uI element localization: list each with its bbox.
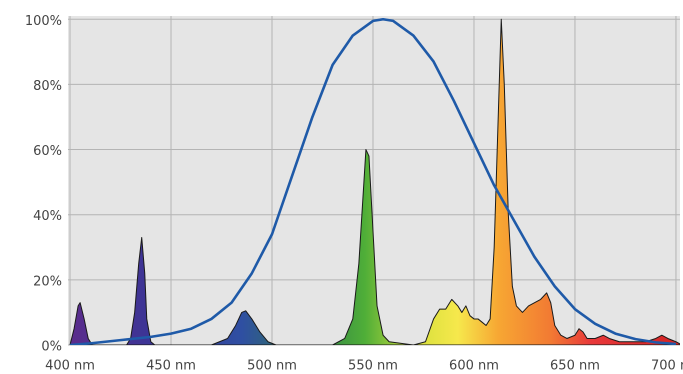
y-tick-label: 60% <box>33 144 62 159</box>
y-tick-label: 0% <box>41 340 62 355</box>
y-tick-label: 100% <box>25 14 62 29</box>
x-tick-label: 600 nm <box>449 359 499 374</box>
spectrum-area <box>69 18 680 345</box>
x-tick-label: 500 nm <box>247 359 297 374</box>
x-tick-label: 550 nm <box>348 359 398 374</box>
y-tick-label: 20% <box>33 274 62 289</box>
x-tick-label: 650 nm <box>550 359 600 374</box>
sensitivity-line <box>69 17 677 345</box>
x-tick-label: 700 nm <box>651 359 683 374</box>
series-group <box>69 17 680 345</box>
y-tick-label: 40% <box>33 209 62 224</box>
y-tick-label: 80% <box>33 79 62 94</box>
x-tick-label: 400 nm <box>45 359 95 374</box>
x-tick-label: 450 nm <box>146 359 196 374</box>
